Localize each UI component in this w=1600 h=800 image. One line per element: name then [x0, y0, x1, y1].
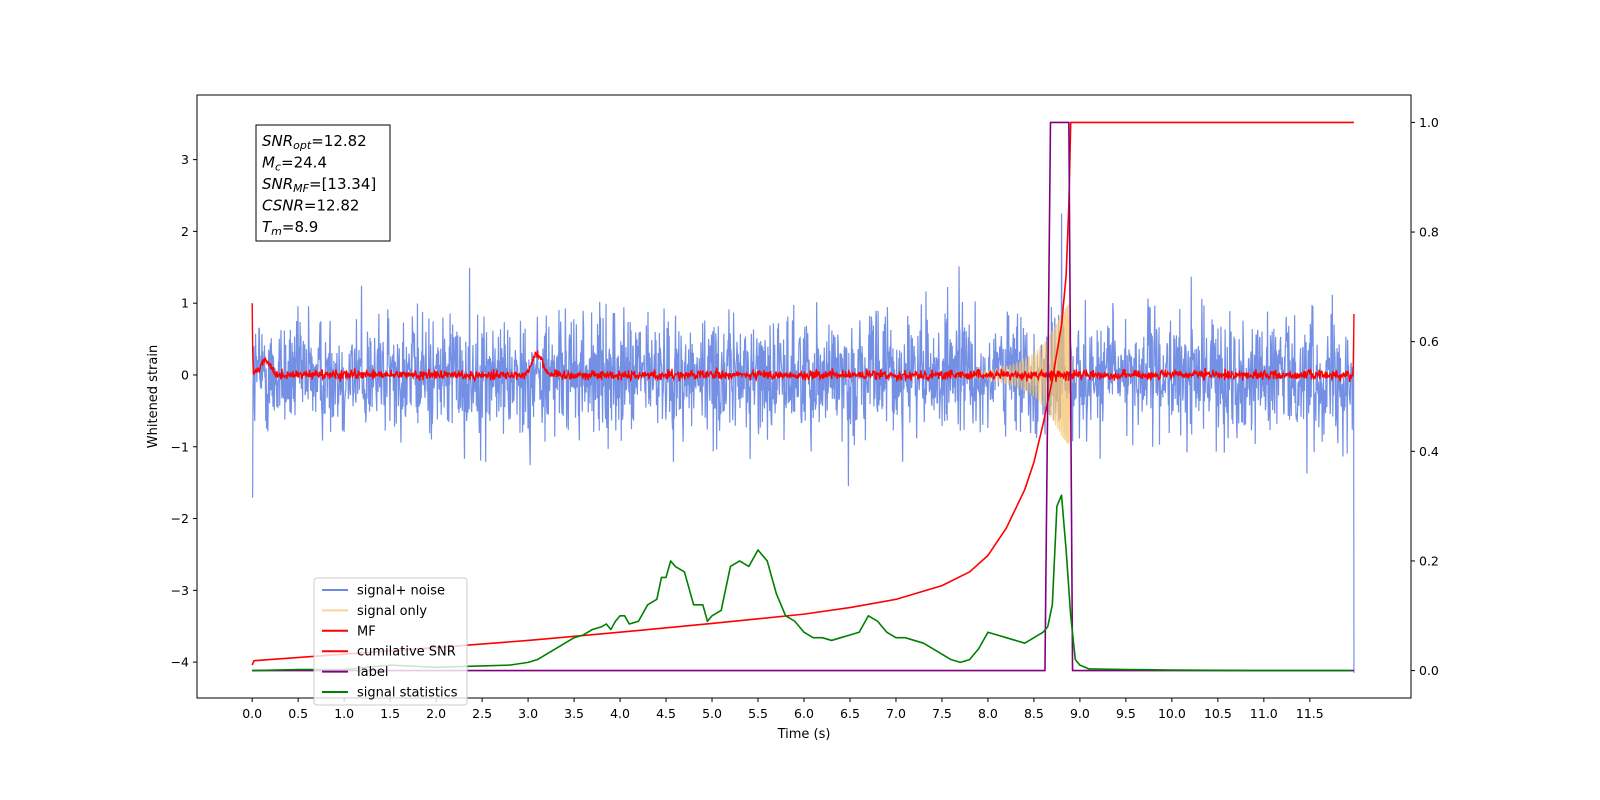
- plot-area: [251, 121, 1355, 673]
- series-mf: [251, 303, 1355, 383]
- y-left-tick-label: 2: [181, 224, 189, 239]
- legend-label: MF: [357, 624, 376, 639]
- x-tick-label: 6.5: [840, 706, 860, 721]
- x-tick-label: 8.0: [978, 706, 998, 721]
- x-tick-label: 5.5: [748, 706, 768, 721]
- y-right-tick-label: 0.2: [1419, 553, 1439, 568]
- y-left-tick-label: −3: [171, 583, 189, 598]
- annotation-line: SNRMF=[13.34]: [262, 175, 376, 195]
- x-tick-label: 0.0: [242, 706, 262, 721]
- y-axis-title: Whitened strain: [146, 345, 161, 448]
- legend-label: signal only: [357, 604, 427, 619]
- series-signal-statistics: [252, 494, 1352, 672]
- x-tick-label: 1.0: [334, 706, 354, 721]
- annotation-line: SNRopt=12.82: [262, 132, 367, 152]
- legend-frame: [313, 577, 468, 706]
- x-tick-label: 4.0: [610, 706, 630, 721]
- y-left-tick-label: −2: [171, 511, 189, 526]
- y-left-tick-label: 1: [181, 296, 189, 311]
- y-right-tick-label: 0.0: [1419, 663, 1439, 678]
- y-right-tick-label: 0.8: [1419, 225, 1439, 240]
- x-tick-label: 7.5: [932, 706, 952, 721]
- y-right-tick-label: 1.0: [1419, 115, 1439, 130]
- x-tick-label: 9.5: [1116, 706, 1136, 721]
- legend-label: signal+ noise: [357, 584, 445, 599]
- annotation-line: CSNR=12.82: [262, 197, 359, 215]
- x-tick-label: 7.0: [886, 706, 906, 721]
- x-tick-label: 3.0: [518, 706, 538, 721]
- y-left-tick-label: −4: [171, 655, 189, 670]
- x-tick-label: 4.5: [656, 706, 676, 721]
- annotation-frame: [255, 124, 391, 242]
- x-tick-label: 9.0: [1070, 706, 1090, 721]
- legend: signal+ noise signal only MF cumilative SNR…: [313, 577, 468, 706]
- y-left-tick-label: −1: [171, 439, 189, 454]
- x-tick-label: 10.0: [1158, 706, 1186, 721]
- series-signal-plus-noise: [252, 213, 1355, 673]
- x-tick-label: 5.0: [702, 706, 722, 721]
- x-tick-label: 1.5: [380, 706, 400, 721]
- x-tick-label: 2.0: [426, 706, 446, 721]
- x-axis-title: Time (s): [777, 727, 831, 742]
- x-tick-label: 2.5: [472, 706, 492, 721]
- annotation-line: Tm=8.9: [262, 218, 318, 238]
- x-tick-label: 11.0: [1250, 706, 1278, 721]
- x-tick-label: 10.5: [1204, 706, 1232, 721]
- y-left-tick-label: 0: [181, 367, 189, 382]
- series-cumulative-snr: [251, 121, 1354, 666]
- x-tick-label: 11.5: [1296, 706, 1324, 721]
- x-tick-label: 0.5: [288, 706, 308, 721]
- legend-label: label: [357, 665, 388, 680]
- series-label: [252, 121, 1354, 672]
- x-tick-label: 3.5: [564, 706, 584, 721]
- annotation-line: Mc=24.4: [262, 154, 327, 174]
- legend-label: signal statistics: [357, 686, 458, 701]
- x-tick-label: 8.5: [1024, 706, 1044, 721]
- axis-ticks: 0.0 0.5 1.0 1.5 2.0 2.5 3.0 3.5 4.0 4.5 5.0 5.5 6.0 6…: [171, 115, 1439, 721]
- y-left-tick-label: 3: [181, 152, 189, 167]
- legend-label: cumilative SNR: [357, 645, 456, 660]
- x-tick-label: 6.0: [794, 706, 814, 721]
- y-right-tick-label: 0.4: [1419, 444, 1439, 459]
- y-right-tick-label: 0.6: [1419, 334, 1439, 349]
